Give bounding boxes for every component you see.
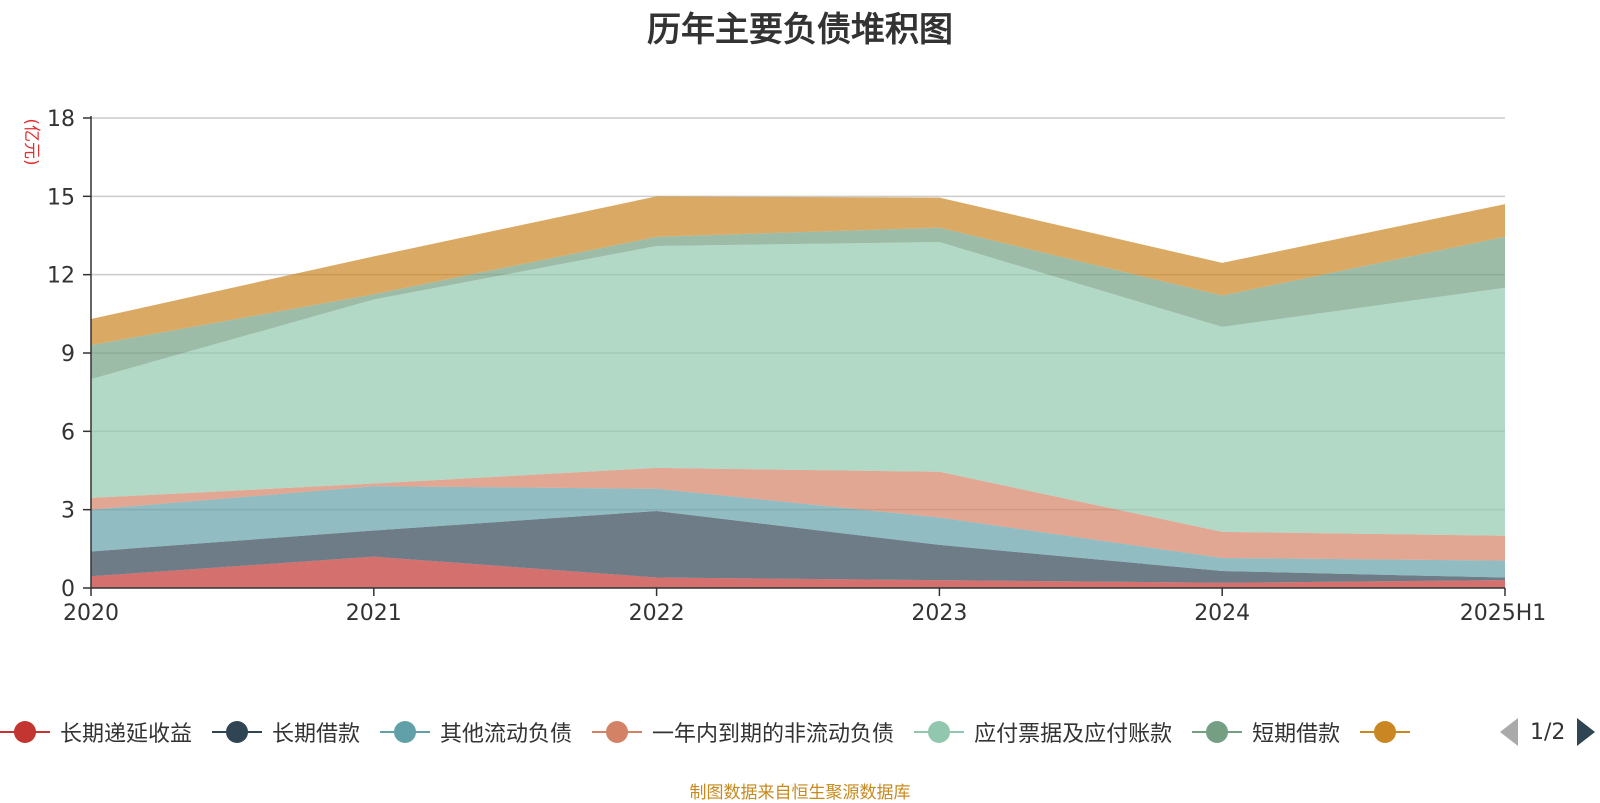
legend-pager: 1/2 — [1500, 718, 1596, 746]
x-tick-label: 2023 — [911, 601, 967, 626]
y-tick-label: 15 — [47, 185, 75, 210]
legend-item-6[interactable] — [1360, 719, 1411, 745]
legend-marker-icon — [592, 719, 643, 745]
legend-next-page-icon[interactable] — [1577, 718, 1596, 746]
legend-label: 短期借款 — [1252, 722, 1341, 747]
legend-label: 长期递延收益 — [60, 722, 193, 747]
area-series-4[interactable] — [91, 242, 1505, 536]
y-tick-label: 6 — [61, 420, 75, 445]
x-tick-label: 2025H1 — [1460, 601, 1547, 626]
legend-item-4[interactable]: 应付票据及应付账款 — [914, 716, 1172, 748]
area-series-2[interactable] — [91, 486, 1505, 578]
y-tick-label: 3 — [61, 499, 75, 524]
legend-item-3[interactable]: 一年内到期的非流动负债 — [592, 716, 894, 748]
legend-page-indicator: 1/2 — [1530, 719, 1566, 745]
area-series-0[interactable] — [91, 556, 1505, 588]
source-note: 制图数据来自恒生聚源数据库 — [689, 783, 911, 803]
stacked-areas — [91, 196, 1505, 588]
legend-item-0[interactable]: 长期递延收益 — [0, 716, 192, 748]
chart-title: 历年主要负债堆积图 — [647, 10, 953, 50]
area-series-6[interactable] — [91, 196, 1505, 346]
legend-marker-icon — [380, 719, 431, 745]
chart-plot: 0 3 6 9 12 15 18 2020 2021 2022 2023 2024 2025H1 (亿元) — [21, 107, 1546, 626]
legend-item-2[interactable]: 其他流动负债 — [380, 716, 572, 748]
area-series-1[interactable] — [91, 510, 1505, 583]
legend-marker-icon — [1192, 719, 1243, 745]
y-tick-label: 18 — [47, 107, 75, 132]
legend-label: 一年内到期的非流动负债 — [652, 722, 895, 747]
legend-label: 应付票据及应付账款 — [974, 722, 1173, 747]
legend-marker-icon — [0, 719, 50, 745]
legend-label: 其他流动负债 — [440, 722, 573, 747]
legend-marker-icon — [1360, 719, 1411, 745]
legend-label: 长期借款 — [272, 722, 361, 747]
legend-prev-page-icon[interactable] — [1500, 718, 1518, 746]
legend-item-1[interactable]: 长期借款 — [212, 716, 360, 748]
y-axis-unit-label: (亿元) — [21, 118, 41, 165]
legend-marker-icon — [212, 719, 263, 745]
x-tick-label: 2021 — [346, 601, 402, 626]
x-tick-label: 2022 — [629, 601, 685, 626]
axes: 0 3 6 9 12 15 18 2020 2021 2022 2023 2024 2025H1 (亿元) — [21, 107, 1546, 626]
legend-marker-icon — [914, 719, 965, 745]
x-tick-label: 2024 — [1194, 601, 1250, 626]
legend: 长期递延收益 长期借款 其他流动负债 一年内到期的非流动负债 应付票据及应付账款 短期借款 — [0, 712, 1490, 752]
legend-item-5[interactable]: 短期借款 — [1192, 716, 1340, 748]
y-tick-label: 9 — [61, 342, 75, 367]
y-tick-label: 12 — [47, 264, 75, 289]
area-series-5[interactable] — [91, 227, 1505, 380]
x-tick-label: 2020 — [63, 601, 119, 626]
area-series-3[interactable] — [91, 467, 1505, 561]
y-tick-label: 0 — [61, 577, 75, 602]
